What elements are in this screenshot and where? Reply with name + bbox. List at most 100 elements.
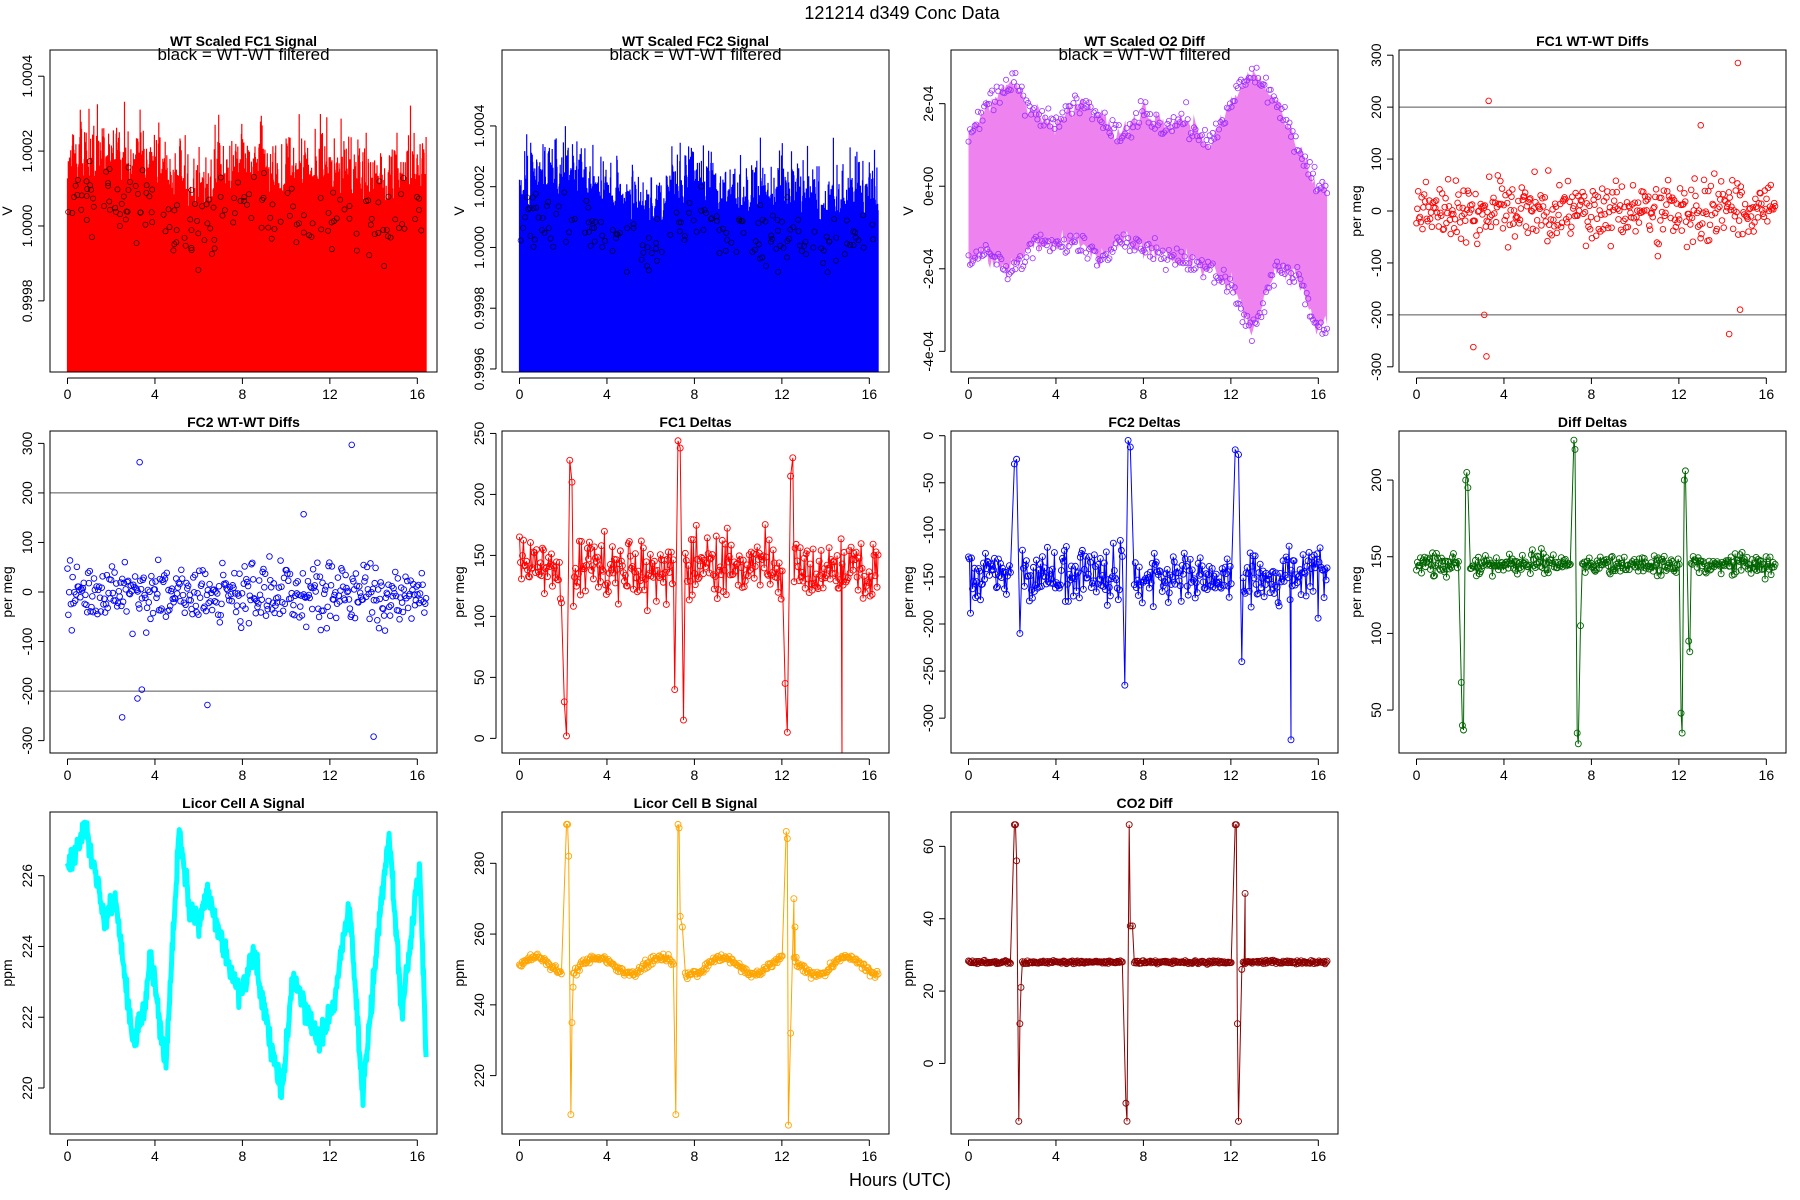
data-point (1252, 581, 1260, 588)
data-point (973, 578, 980, 585)
data-point (1056, 581, 1064, 589)
data-point (1314, 322, 1321, 329)
data-point (383, 589, 390, 597)
x-tick-label: 16 (1759, 386, 1775, 402)
data-point (1439, 226, 1447, 233)
data-point (1737, 183, 1745, 190)
data-point (791, 544, 799, 552)
filtered-point (700, 227, 707, 233)
data-point (1225, 593, 1233, 601)
data-point (82, 591, 89, 599)
filtered-point (762, 218, 769, 225)
data-point (1095, 256, 1102, 263)
filtered-point (797, 242, 803, 249)
x-tick-label: 8 (239, 767, 247, 783)
data-point (1625, 202, 1632, 210)
data-point (1267, 580, 1275, 588)
x-tick-label: 4 (1500, 386, 1508, 402)
data-point (1637, 209, 1644, 217)
filtered-point (171, 241, 178, 248)
filtered-point (149, 219, 156, 226)
data-point (1771, 560, 1779, 568)
data-point (1497, 177, 1504, 185)
data-point (1183, 259, 1190, 266)
data-point (1087, 244, 1094, 251)
filtered-point (527, 233, 534, 239)
data-point (187, 597, 194, 604)
filtered-point (392, 216, 399, 223)
data-point (1227, 959, 1235, 966)
data-point (1303, 562, 1311, 570)
data-point (404, 604, 412, 612)
data-point (1546, 230, 1554, 237)
x-tick-label: 16 (1311, 767, 1327, 783)
data-point (1686, 648, 1694, 656)
data-point (1092, 588, 1100, 596)
data-point (1035, 111, 1042, 118)
data-point (380, 612, 388, 619)
data-point (366, 615, 373, 623)
data-point (1021, 112, 1028, 119)
y-tick-label: -300 (19, 726, 35, 754)
data-point (1692, 192, 1699, 200)
data-point (1089, 243, 1096, 250)
data-point (122, 586, 129, 593)
data-point (1180, 260, 1187, 267)
data-point (1286, 119, 1293, 126)
data-point (1528, 546, 1536, 554)
data-point (1109, 539, 1117, 547)
data-point (1431, 198, 1438, 206)
data-point (1305, 295, 1312, 302)
filtered-point (870, 236, 877, 243)
filtered-point (368, 215, 375, 222)
data-point (1047, 575, 1055, 583)
data-point (1632, 228, 1639, 235)
data-point (968, 554, 975, 562)
data-point (243, 578, 251, 586)
data-point (307, 583, 314, 590)
y-tick-label: 50 (1368, 702, 1384, 718)
filtered-point (341, 206, 348, 213)
data-point (1672, 569, 1680, 576)
data-point (1061, 598, 1069, 605)
data-point (822, 571, 830, 579)
data-point (611, 579, 619, 587)
outlier-point (134, 695, 141, 702)
plot-frame (1398, 430, 1787, 754)
data-point (1563, 561, 1571, 569)
data-point (1478, 204, 1485, 211)
filtered-point (768, 232, 775, 239)
panel-title: FC1 Deltas (659, 414, 732, 430)
data-point (346, 605, 354, 612)
data-point (1162, 266, 1169, 273)
data-point (1004, 87, 1011, 94)
filtered-point (125, 187, 132, 193)
filtered-point (798, 247, 805, 254)
x-tick-label: 0 (965, 767, 973, 783)
data-point (1174, 569, 1182, 577)
filtered-point (723, 229, 730, 236)
data-point (821, 972, 829, 980)
data-point (232, 608, 240, 616)
data-point (1322, 958, 1330, 966)
data-point (238, 590, 246, 597)
data-point (1028, 240, 1035, 247)
data-point (1300, 568, 1308, 576)
filtered-point (756, 255, 763, 262)
filtered-point (143, 182, 150, 189)
data-point (1686, 214, 1693, 221)
filtered-point (69, 210, 76, 216)
filtered-point (609, 248, 616, 254)
data-point (687, 536, 695, 544)
data-point (1013, 455, 1021, 463)
filtered-point (148, 209, 155, 216)
data-point (1438, 212, 1445, 219)
data-point (379, 605, 386, 612)
data-point (1109, 248, 1116, 255)
filtered-point (78, 192, 85, 199)
data-point (838, 560, 846, 568)
data-point (710, 585, 718, 593)
data-point (1533, 217, 1541, 224)
